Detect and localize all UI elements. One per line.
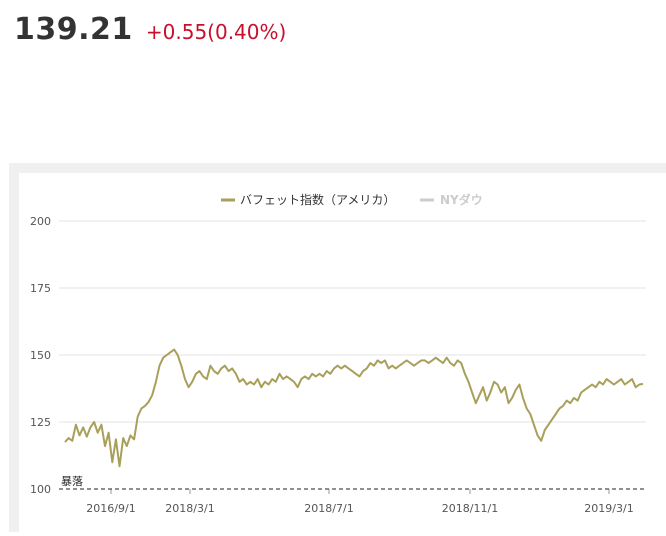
- series-line-buffett-index: [64, 348, 644, 468]
- plot-area: [64, 348, 644, 468]
- y-tick-label: 150: [30, 349, 51, 362]
- price-change: +0.55(0.40%): [145, 20, 287, 44]
- y-tick-label: 125: [30, 416, 51, 429]
- y-tick-label: 100: [30, 483, 51, 496]
- legend-item-buffett[interactable]: バフェット指数（アメリカ）: [221, 192, 395, 207]
- chart-card: バフェット指数（アメリカ） NYダウ 200 175 150 125 100 2016/…: [19, 173, 666, 532]
- x-tick-label: 2016/9/1: [86, 502, 135, 515]
- line-chart: バフェット指数（アメリカ） NYダウ 200 175 150 125 100 2016/…: [30, 192, 646, 515]
- x-tick-label: 2018/3/1: [165, 502, 214, 515]
- quote-header: 139.21 +0.55(0.40%): [14, 12, 286, 47]
- legend-item-nydow[interactable]: NYダウ: [420, 192, 483, 207]
- y-tick-label: 175: [30, 282, 51, 295]
- chart-panel: バフェット指数（アメリカ） NYダウ 200 175 150 125 100 2016/…: [9, 163, 666, 532]
- x-tick-label: 2019/3/1: [584, 502, 633, 515]
- x-tick-label: 2018/11/1: [442, 502, 498, 515]
- x-axis-ticks: 2016/9/1 2018/3/1 2018/7/1 2018/11/1 2019/3/…: [86, 489, 634, 515]
- grid-lines: [59, 220, 646, 423]
- baseline-label: 暴落: [61, 475, 83, 488]
- y-tick-label: 200: [30, 215, 51, 228]
- x-tick-label: 2018/7/1: [304, 502, 353, 515]
- legend-label-nydow: NYダウ: [440, 192, 483, 207]
- current-price: 139.21: [14, 12, 133, 47]
- chart-legend: バフェット指数（アメリカ） NYダウ: [221, 192, 483, 207]
- crash-baseline: 暴落: [59, 475, 646, 490]
- legend-label-buffett: バフェット指数（アメリカ）: [240, 192, 395, 207]
- y-axis-ticks: 200 175 150 125 100: [30, 215, 51, 496]
